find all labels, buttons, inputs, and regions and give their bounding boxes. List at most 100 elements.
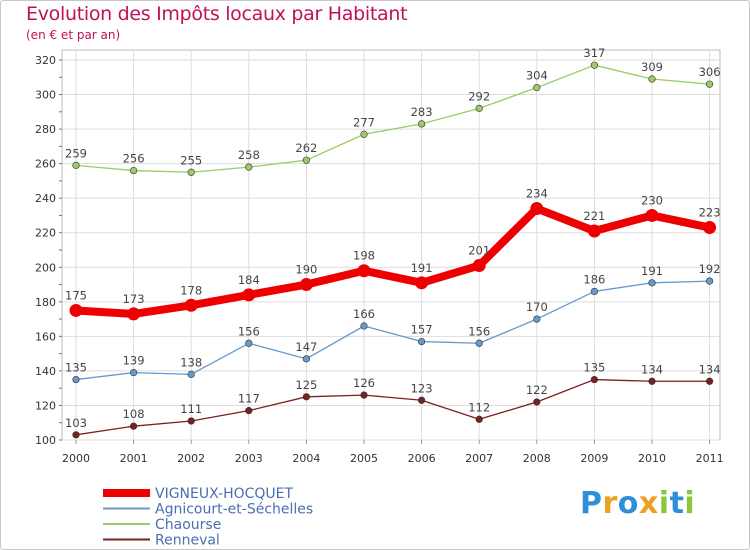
data-point (360, 130, 368, 138)
data-point (130, 369, 138, 377)
data-label: 283 (411, 105, 433, 119)
data-label: 178 (180, 283, 202, 297)
data-label: 317 (583, 46, 605, 60)
data-label: 135 (583, 361, 605, 375)
data-label: 123 (411, 381, 433, 395)
x-tick-label: 2001 (120, 452, 148, 465)
data-label: 277 (353, 115, 375, 129)
x-tick-label: 2008 (523, 452, 551, 465)
logo-letter: P (580, 486, 603, 521)
data-point (590, 287, 599, 296)
data-point (472, 259, 486, 273)
series: 135 139 138 156 147 166 157 156 170 186 191 192 259 2… (65, 46, 721, 439)
x-tick-label: 2004 (292, 452, 320, 465)
data-label: 112 (468, 400, 490, 414)
data-point (245, 339, 253, 347)
data-point (187, 168, 195, 176)
data-label: 166 (353, 307, 375, 321)
data-label: 147 (295, 340, 317, 354)
logo-letter: i (658, 486, 670, 521)
y-tick-label: 140 (35, 365, 56, 378)
data-label: 255 (180, 153, 202, 167)
series-line-3 (75, 378, 711, 436)
data-point (357, 264, 371, 278)
data-point (127, 307, 141, 321)
data-point (705, 80, 714, 88)
data-point (590, 375, 599, 384)
y-tick-label: 260 (35, 158, 56, 171)
data-label: 170 (526, 300, 548, 314)
logo-letter: r (602, 486, 618, 521)
data-point (245, 407, 253, 415)
data-label: 111 (180, 402, 202, 416)
data-point (587, 224, 601, 238)
data-label: 138 (180, 355, 202, 369)
data-label: 175 (65, 288, 87, 302)
legend-label: Agnicourt-et-Séchelles (155, 502, 313, 518)
data-label: 223 (699, 206, 721, 220)
data-point (475, 339, 483, 347)
data-label: 192 (699, 262, 721, 276)
x-tick-label: 2007 (465, 452, 493, 465)
data-point (245, 163, 253, 171)
data-point (72, 161, 80, 169)
series-line-2 (75, 64, 711, 173)
data-point (130, 422, 138, 430)
data-point (533, 398, 541, 406)
data-point (705, 377, 714, 385)
x-tick-label: 2009 (580, 452, 608, 465)
data-point (69, 303, 83, 317)
logo-letter: x (638, 486, 659, 521)
data-point (705, 277, 714, 285)
data-label: 306 (699, 65, 721, 79)
data-label: 103 (65, 416, 87, 430)
legend-label: VIGNEUX-HOCQUET (155, 486, 294, 502)
data-point (475, 415, 483, 423)
data-point (184, 298, 198, 312)
data-point (418, 337, 426, 346)
data-point (302, 156, 311, 164)
y-tick-label: 280 (35, 123, 56, 136)
data-label: 256 (123, 152, 145, 166)
data-point (415, 276, 429, 290)
data-label: 135 (65, 361, 87, 375)
legend-label: Renneval (155, 533, 220, 549)
chart-title: Evolution des Impôts locaux par Habitant (26, 3, 408, 25)
x-tick-label: 2010 (638, 452, 666, 465)
logo-letter: i (684, 486, 696, 521)
x-tick-label: 2000 (62, 452, 90, 465)
y-tick-label: 100 (35, 434, 56, 447)
data-point (299, 278, 313, 292)
data-point (648, 377, 656, 385)
data-point (242, 288, 256, 302)
data-label: 259 (65, 146, 87, 160)
series-line-1 (75, 280, 711, 381)
data-point (130, 166, 138, 175)
data-label: 134 (641, 362, 663, 376)
legend: VIGNEUX-HOCQUETAgnicourt-et-SéchellesCha… (103, 486, 313, 549)
data-point (302, 393, 311, 401)
data-label: 156 (468, 324, 490, 338)
data-label: 125 (295, 378, 317, 392)
data-label: 134 (699, 362, 721, 376)
grid (61, 49, 721, 441)
data-point (187, 370, 195, 378)
y-tick-label: 320 (35, 54, 56, 67)
legend-label: Chaourse (155, 517, 221, 533)
data-label: 122 (526, 383, 548, 397)
data-point (590, 61, 599, 69)
data-label: 186 (583, 272, 605, 286)
series-line-0 (72, 204, 714, 318)
y-tick-label: 300 (35, 89, 56, 102)
axes: 100 120 140 160 180 200 220 240 260 280 300 320 2000… (35, 54, 724, 465)
logo-letter: t (669, 486, 685, 521)
logo-letter: o (617, 486, 639, 521)
data-label: 157 (411, 323, 433, 337)
data-label: 190 (295, 263, 317, 277)
data-point (72, 375, 80, 384)
data-label: 234 (526, 187, 548, 201)
data-label: 304 (526, 69, 548, 83)
data-label: 309 (641, 60, 663, 74)
chart-subtitle: (en € et par an) (26, 28, 121, 42)
data-point (475, 104, 483, 112)
